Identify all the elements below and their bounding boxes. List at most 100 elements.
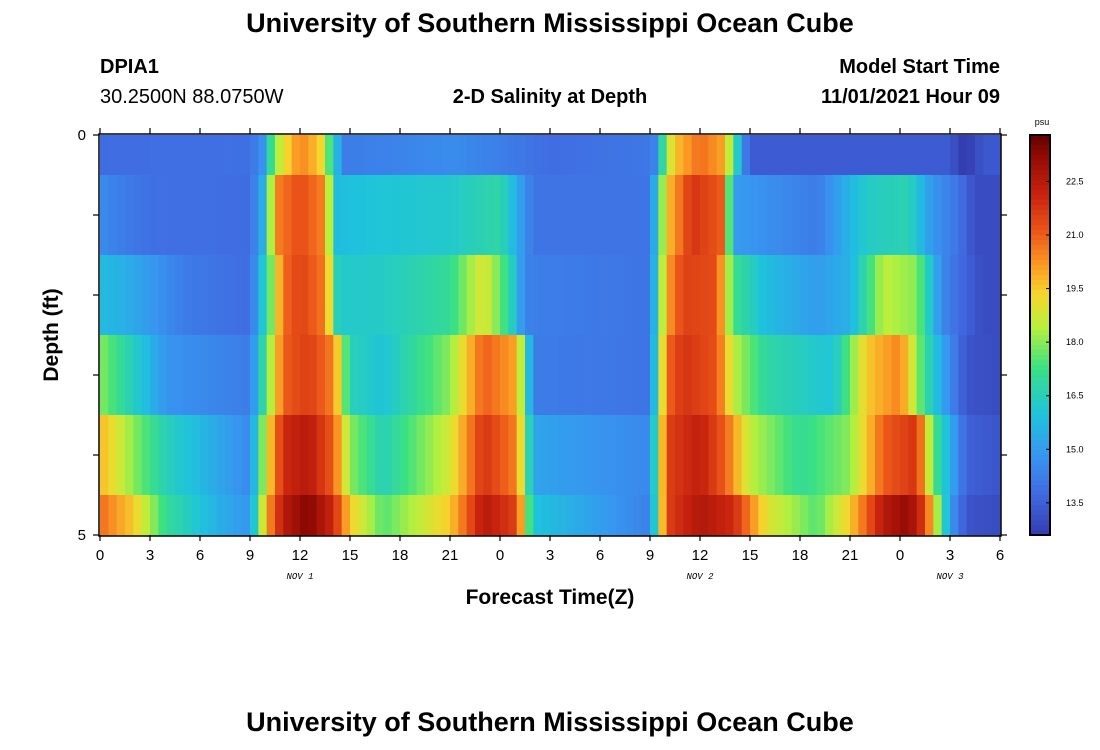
heatmap-cell — [341, 415, 351, 496]
heatmap-cell — [791, 335, 801, 416]
heatmap-cell — [283, 255, 293, 336]
heatmap-cell — [808, 495, 818, 536]
heatmap-cell — [208, 335, 218, 416]
heatmap-cell — [883, 415, 893, 496]
heatmap-cell — [341, 495, 351, 536]
colorbar-segment — [1030, 315, 1050, 321]
heatmap-cell — [433, 255, 443, 336]
heatmap-cell — [541, 255, 551, 336]
heatmap-cell — [316, 415, 326, 496]
heatmap-cell — [825, 335, 834, 416]
heatmap-cell — [958, 255, 968, 336]
colorbar-tick-label: 19.5 — [1066, 284, 1084, 294]
heatmap-cell — [600, 335, 609, 416]
heatmap-cell — [441, 415, 451, 496]
heatmap-cell — [825, 135, 834, 176]
heatmap-cell — [133, 335, 143, 416]
heatmap-cell — [950, 255, 959, 336]
heatmap-cell — [875, 415, 884, 496]
x-tick-label: 21 — [842, 547, 859, 564]
colorbar-segment — [1030, 435, 1050, 441]
heatmap-cell — [425, 415, 434, 496]
heatmap-cell — [283, 335, 293, 416]
heatmap-cell — [108, 335, 118, 416]
colorbar-segment — [1030, 475, 1050, 481]
heatmap-cell — [633, 495, 643, 536]
heatmap-cell — [125, 415, 134, 496]
colorbar-segment — [1030, 330, 1050, 336]
heatmap-cell — [483, 495, 493, 536]
heatmap-cell — [416, 135, 426, 176]
colorbar-segment — [1030, 235, 1050, 241]
heatmap-cell — [741, 335, 751, 416]
heatmap-cell — [858, 495, 868, 536]
heatmap-cell — [533, 335, 543, 416]
colorbar-segment — [1030, 530, 1050, 536]
heatmap-cell — [258, 135, 268, 176]
heatmap-cell — [258, 255, 268, 336]
heatmap-cell — [716, 135, 726, 176]
heatmap-cell — [575, 175, 584, 256]
heatmap-cell — [175, 135, 184, 176]
heatmap-cell — [566, 415, 576, 496]
heatmap-cell — [291, 255, 301, 336]
heatmap-cell — [625, 415, 634, 496]
heatmap-cell — [975, 135, 984, 176]
heatmap-cell — [983, 135, 993, 176]
heatmap-cell — [600, 415, 609, 496]
heatmap-cell — [408, 135, 418, 176]
heatmap-cell — [258, 495, 268, 536]
heatmap-cell — [516, 335, 526, 416]
heatmap-cell — [250, 175, 259, 256]
heatmap-cell — [191, 255, 201, 336]
heatmap-cell — [983, 415, 993, 496]
chart-title: 2-D Salinity at Depth — [452, 86, 648, 108]
heatmap-cell — [225, 415, 234, 496]
heatmap-cell — [308, 135, 318, 176]
heatmap-cell — [358, 175, 368, 256]
heatmap-cell — [525, 415, 534, 496]
heatmap-cell — [575, 335, 584, 416]
heatmap-cell — [375, 255, 384, 336]
colorbar-segment — [1030, 160, 1050, 166]
colorbar-frame — [1029, 134, 1051, 536]
heatmap-cell — [208, 135, 218, 176]
heatmap-cell — [116, 175, 126, 256]
heatmap-cell — [983, 175, 993, 256]
heatmap-cell — [358, 495, 368, 536]
heatmap-cell — [508, 335, 518, 416]
heatmap-cell — [691, 335, 701, 416]
heatmap-cell — [333, 175, 343, 256]
x-tick-label: 0 — [96, 547, 104, 564]
colorbar-segment — [1030, 395, 1050, 401]
x-tick-label: 3 — [946, 547, 954, 564]
x-tick-label: 0 — [496, 547, 504, 564]
colorbar-segment — [1030, 135, 1050, 141]
heatmap-cell — [166, 135, 176, 176]
heatmap-cell — [358, 135, 368, 176]
colorbar-segment — [1030, 390, 1050, 396]
heatmap-cell — [383, 135, 393, 176]
heatmap-cell — [966, 335, 976, 416]
heatmap-cell — [966, 415, 976, 496]
heatmap-cell — [558, 495, 568, 536]
heatmap-cell — [250, 495, 259, 536]
heatmap-cell — [125, 335, 134, 416]
heatmap-cell — [891, 495, 901, 536]
heatmap-cell — [275, 135, 284, 176]
heatmap-cell — [158, 135, 168, 176]
heatmap-cell — [691, 175, 701, 256]
heatmap-cell — [841, 415, 851, 496]
colorbar-tick-label: 13.5 — [1066, 498, 1084, 508]
heatmap-cell — [400, 175, 409, 256]
heatmap-cell — [783, 255, 793, 336]
heatmap-cell — [150, 135, 159, 176]
heatmap-cell — [258, 415, 268, 496]
heatmap-cell — [958, 135, 968, 176]
heatmap-cell — [708, 135, 718, 176]
heatmap-cell — [766, 335, 776, 416]
heatmap-cell — [875, 335, 884, 416]
heatmap-cell — [633, 255, 643, 336]
day-label: NOV 3 — [936, 572, 964, 582]
